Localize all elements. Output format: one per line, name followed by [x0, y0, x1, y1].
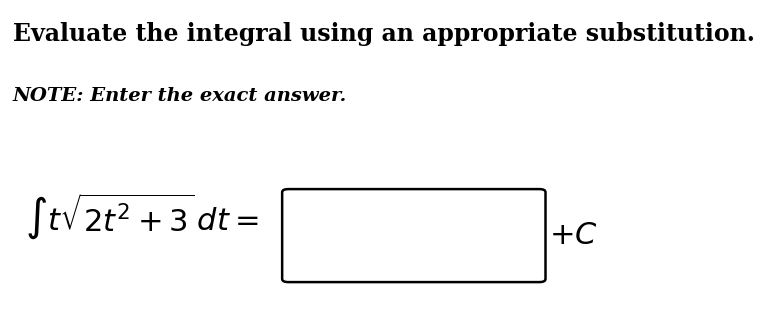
- Text: Evaluate the integral using an appropriate substitution.: Evaluate the integral using an appropria…: [12, 22, 755, 46]
- FancyBboxPatch shape: [282, 189, 545, 282]
- Text: $\int t\sqrt{2t^2 + 3}\, dt =$: $\int t\sqrt{2t^2 + 3}\, dt =$: [25, 192, 258, 242]
- Text: NOTE: Enter the exact answer.: NOTE: Enter the exact answer.: [12, 87, 347, 105]
- Text: $+C$: $+C$: [548, 220, 598, 251]
